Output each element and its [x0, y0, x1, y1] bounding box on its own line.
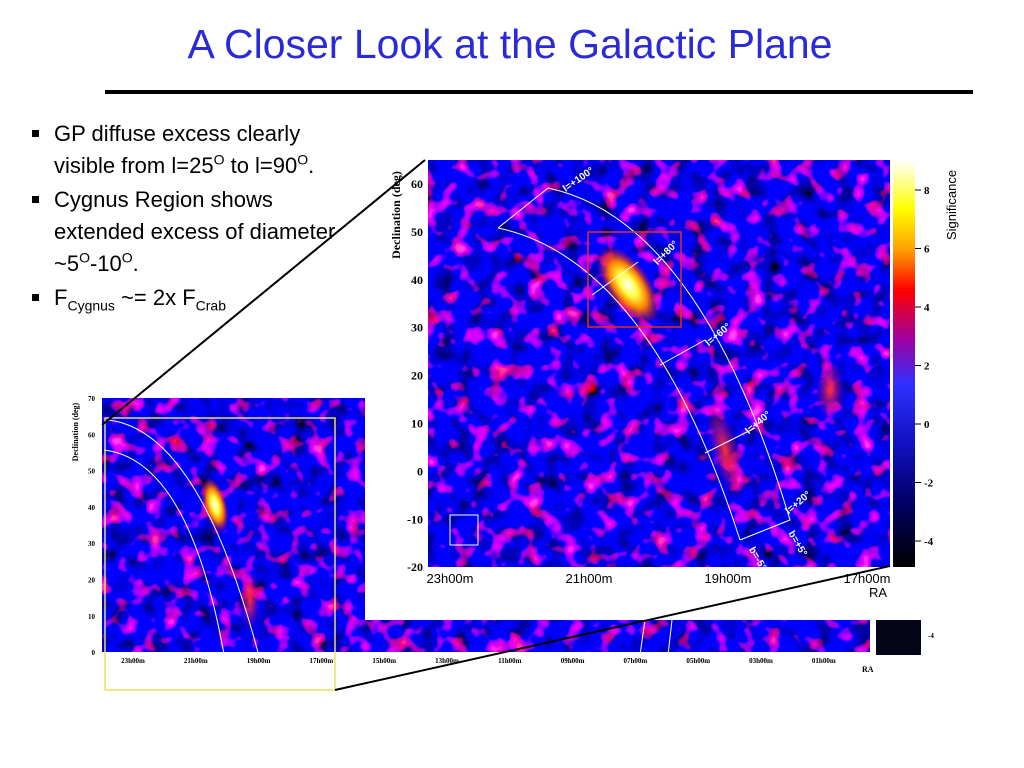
bullet-text: O — [79, 249, 90, 266]
small-y-tick-label: 60 — [88, 431, 96, 439]
small-ticks: 70 60 50 40 30 20 10 0 23h00m 21h00m 19h00m 17h00m 1… — [88, 395, 836, 665]
small-x-tick-label: 21h00m — [184, 657, 208, 665]
small-x-tick-label: 15h00m — [372, 657, 396, 665]
pointer-line — [334, 565, 891, 691]
small-y-tick-label: 30 — [88, 540, 96, 548]
small-x-tick-label: 01h00m — [812, 657, 836, 665]
colorbar-tick-label: 2 — [924, 361, 930, 373]
small-x-tick-label: 07h00m — [624, 657, 648, 665]
large-x-tick-label: 17h00m — [844, 571, 891, 586]
large-y-tick-label: 60 — [411, 177, 423, 191]
bullet-text: O — [121, 249, 133, 266]
small-x-tick-label: 09h00m — [561, 657, 585, 665]
slide-title: A Closer Look at the Galactic Plane — [188, 21, 833, 67]
colorbar-tick-label: 8 — [924, 185, 930, 197]
small-x-tick-label: 05h00m — [686, 657, 710, 665]
bullet-text: to l=90 — [224, 153, 298, 178]
bullet-text: O — [213, 151, 225, 168]
bullet-list: GP diffuse excess clearly visible from l… — [30, 118, 340, 316]
small-colorbar-label: -4 — [928, 632, 934, 640]
title-rule — [105, 90, 973, 94]
large-y-tick-label: 10 — [411, 417, 423, 431]
warm-spot — [816, 360, 844, 420]
bullet: FCygnus ~= 2x FCrab — [30, 282, 340, 314]
plane-boundary — [107, 419, 259, 652]
colorbar-tick-label: -4 — [924, 536, 934, 548]
band-divider — [497, 187, 791, 541]
large-x-tick-label: 23h00m — [427, 571, 474, 586]
bullet-text: O — [297, 151, 309, 168]
small-x-tick-label: 11h00m — [498, 657, 522, 665]
zoom-box — [104, 417, 336, 691]
bullet: GP diffuse excess clearly visible from l… — [30, 118, 340, 182]
large-y-tick-label: -10 — [407, 512, 423, 526]
colorbar-tick-label: 4 — [924, 302, 930, 314]
small-colorbar — [876, 620, 921, 655]
bullet-text: Cygnus Region shows extended excess of d… — [54, 187, 336, 276]
small-x-tick-label: 13h00m — [435, 657, 459, 665]
large-map-features — [497, 187, 844, 541]
small-map-features — [103, 419, 673, 652]
large-y-tick-label: 0 — [417, 464, 423, 478]
warm-spot — [240, 570, 260, 630]
small-y-tick-label: 10 — [88, 613, 96, 621]
bullet-text: . — [132, 251, 139, 276]
bullet: Cygnus Region shows extended excess of d… — [30, 184, 340, 280]
small-x-tick-label: 19h00m — [247, 657, 271, 665]
hot-spot — [201, 477, 229, 533]
bullet-text: F — [54, 285, 68, 310]
bullet-text: . — [308, 153, 315, 178]
small-y-tick-label: 50 — [88, 468, 96, 476]
large-x-tick-label: 21h00m — [566, 571, 613, 586]
large-y-tick-label: 40 — [411, 273, 423, 287]
warm-spot — [706, 401, 744, 499]
cygnus-box — [587, 231, 682, 328]
small-x-tick-label: 23h00m — [121, 657, 145, 665]
large-x-tick-label: 19h00m — [705, 571, 752, 586]
large-y-tick-label: 50 — [411, 225, 423, 239]
large-y-tick-label: 20 — [411, 369, 423, 383]
plane-boundary — [639, 619, 673, 652]
colorbar-tick-label: 6 — [924, 244, 930, 256]
colorbar — [893, 160, 915, 567]
plane-boundary — [497, 227, 741, 541]
plane-boundary — [547, 187, 791, 521]
small-y-tick-label: 20 — [88, 577, 96, 585]
colorbar-tick-label: -2 — [924, 478, 934, 490]
bullet-text: ~= 2x F — [114, 285, 196, 310]
small-x-axis-title: RA — [862, 665, 874, 674]
colorbar-tick-label: 0 — [924, 419, 930, 431]
psf-box — [449, 514, 479, 546]
bullet-text: GP diffuse excess clearly visible from l… — [54, 121, 301, 178]
large-x-axis-title: RA — [869, 585, 887, 600]
large-y-tick-label: 30 — [411, 321, 423, 335]
pointer-line — [101, 159, 426, 426]
large-y-axis-title: Declination (deg) — [389, 171, 403, 259]
small-x-tick-label: 03h00m — [749, 657, 773, 665]
bullet-text: Cygnus — [67, 297, 115, 314]
small-y-tick-label: 70 — [88, 395, 96, 403]
bullet-text: -10 — [89, 251, 122, 276]
plane-boundary — [103, 449, 225, 652]
large-map: Significance Declination (deg) RA 605040… — [365, 150, 970, 620]
bullet-text: Crab — [195, 297, 226, 314]
hot-spot — [596, 246, 660, 324]
small-y-tick-label: 40 — [88, 504, 96, 512]
small-y-tick-label: 0 — [92, 649, 96, 657]
colorbar-title: Significance — [944, 170, 959, 240]
large-y-tick-label: -20 — [407, 560, 423, 574]
small-x-tick-label: 17h00m — [310, 657, 334, 665]
large-map-image — [428, 160, 890, 567]
small-y-axis-title: Declination (deg) — [71, 402, 80, 461]
